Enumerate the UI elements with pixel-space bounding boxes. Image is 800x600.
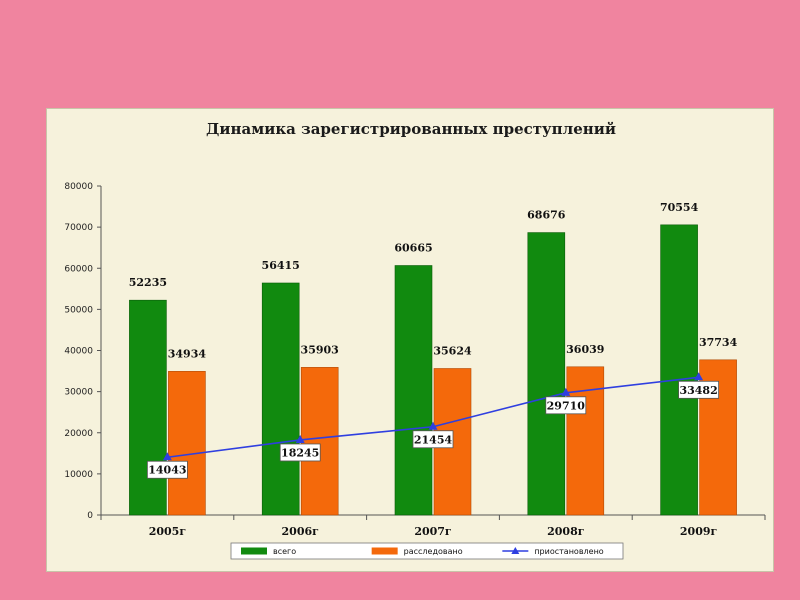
y-tick-label: 10000 (64, 470, 93, 480)
legend: всего расследовано приостановлено (230, 542, 624, 560)
bar-vsego (527, 232, 566, 516)
x-tick-label: 2006г (282, 525, 320, 538)
data-label-priostanovleno: 18245 (281, 446, 319, 459)
legend-label: расследовано (404, 547, 463, 556)
y-tick-label: 70000 (64, 223, 93, 233)
line-label-box (412, 430, 454, 449)
data-label-priostanovleno: 33482 (679, 384, 717, 397)
bar-vsego (261, 282, 300, 516)
line-point (428, 421, 438, 430)
data-label-vsego: 60665 (394, 242, 432, 255)
line-point (162, 452, 172, 461)
x-tick-label: 2009г (680, 525, 718, 538)
line-point (295, 434, 305, 443)
data-label-vsego: 52235 (129, 276, 167, 289)
legend-swatch (371, 547, 398, 555)
data-label-rassledovano: 34934 (168, 347, 207, 360)
y-tick-label: 0 (87, 511, 93, 521)
line-point (561, 387, 571, 396)
line-point (694, 372, 704, 381)
data-label-rassledovano: 35624 (433, 344, 472, 357)
line-label-box (279, 443, 321, 462)
bars (129, 224, 737, 516)
axes: 0 10000 20000 30000 40000 50000 60000 70000 8000… (64, 182, 766, 538)
data-label-priostanovleno: 21454 (414, 433, 453, 446)
y-tick-label: 40000 (64, 347, 93, 357)
x-tick-label: 2005г (149, 525, 187, 538)
legend-box (230, 542, 624, 560)
data-label-vsego: 56415 (262, 259, 300, 272)
chart-panel: Динамика зарегистрированных преступлений… (46, 108, 774, 572)
data-label-vsego: 68676 (527, 209, 566, 222)
y-tick-label: 60000 (64, 264, 93, 274)
data-labels: 52235 34934 56415 35903 60665 35624 68676 36039… (129, 201, 738, 479)
y-tick-label: 50000 (64, 305, 93, 315)
line-series (162, 372, 704, 461)
bar-line-chart: Динамика зарегистрированных преступлений… (64, 120, 766, 560)
bar-vsego (394, 265, 433, 516)
data-label-priostanovleno: 14043 (148, 464, 186, 477)
data-label-priostanovleno: 29710 (547, 399, 586, 412)
bar-rassledovano (300, 367, 339, 516)
data-label-rassledovano: 35903 (301, 343, 339, 356)
bar-rassledovano (168, 371, 206, 516)
data-label-rassledovano: 36039 (566, 343, 604, 356)
data-label-vsego: 70554 (660, 201, 699, 214)
y-tick-label: 30000 (64, 388, 93, 398)
legend-swatch-marker (511, 547, 520, 554)
x-tick-label: 2008г (547, 525, 585, 538)
line-label-box (678, 380, 719, 399)
line-label-box (147, 460, 188, 479)
legend-label: приостановлено (534, 547, 603, 556)
line-label-box (545, 396, 587, 415)
bar-vsego (129, 299, 167, 516)
data-label-rassledovano: 37734 (699, 336, 738, 349)
bar-vsego (660, 224, 698, 516)
y-tick-label: 20000 (64, 429, 93, 439)
legend-swatch (241, 547, 267, 555)
legend-label: всего (273, 547, 296, 556)
x-tick-label: 2007г (414, 525, 452, 538)
chart-title: Динамика зарегистрированных преступлений (206, 120, 616, 138)
y-tick-label: 80000 (64, 182, 93, 192)
